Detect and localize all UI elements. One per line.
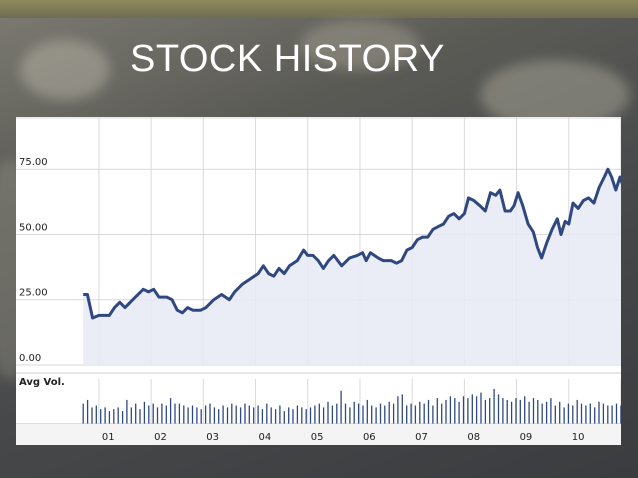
x-tick-label: 07 <box>415 432 428 443</box>
y-tick-label: 75.00 <box>19 157 48 168</box>
y-tick-label: 25.00 <box>19 288 48 299</box>
x-tick-label: 05 <box>311 432 324 443</box>
x-tick-label: 03 <box>206 432 219 443</box>
volume-label: Avg Vol. <box>19 377 65 388</box>
background-rock <box>20 40 110 100</box>
stock-chart-panel: 0.00 25.00 50.00 75.00 Avg Vol. 01 02 03 04 05 06 0… <box>16 117 621 445</box>
x-tick-label: 09 <box>520 432 533 443</box>
stock-chart: 0.00 25.00 50.00 75.00 Avg Vol. 01 02 03 04 05 06 0… <box>16 117 621 445</box>
x-tick-label: 01 <box>102 432 115 443</box>
x-tick-label: 02 <box>154 432 167 443</box>
price-area <box>83 169 621 365</box>
slide-title: STOCK HISTORY <box>130 38 445 80</box>
x-axis-strip <box>16 424 621 445</box>
background-rock <box>300 20 420 70</box>
x-tick-label: 10 <box>572 432 585 443</box>
x-tick-label: 08 <box>467 432 480 443</box>
y-tick-label: 0.00 <box>19 353 41 364</box>
x-tick-label: 04 <box>259 432 272 443</box>
slide-top-band <box>0 0 638 18</box>
y-tick-label: 50.00 <box>19 222 48 233</box>
x-tick-label: 06 <box>363 432 376 443</box>
price-line <box>83 167 621 320</box>
